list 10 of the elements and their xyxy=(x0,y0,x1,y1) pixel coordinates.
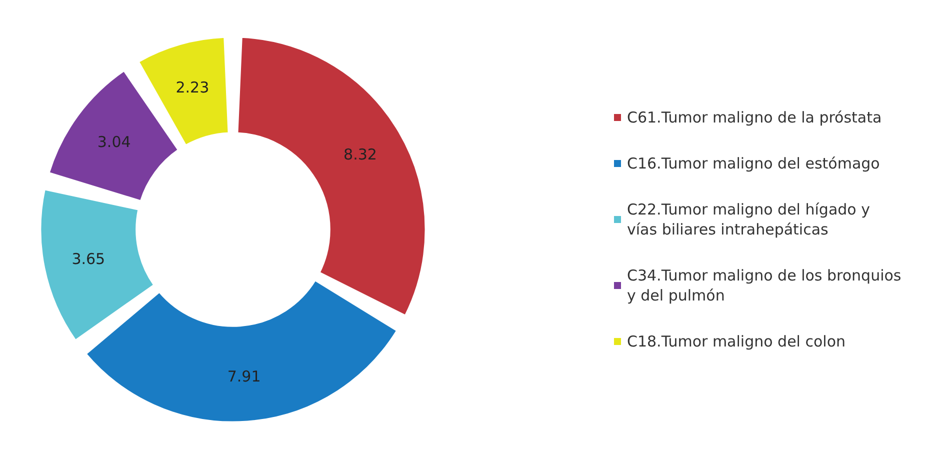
data-label: 3.65 xyxy=(72,250,106,268)
legend-label: C34.Tumor maligno de los bronquios y del pulmón xyxy=(627,266,906,304)
data-label: 3.04 xyxy=(97,133,131,152)
legend-label: C22.Tumor maligno del hígado y vías biliares intrahepáticas xyxy=(627,200,880,238)
legend-label: C61.Tumor maligno de la próstata xyxy=(627,108,882,126)
data-label: 7.91 xyxy=(227,368,261,386)
data-label: 2.23 xyxy=(176,78,210,97)
data-label: 8.32 xyxy=(344,146,377,164)
legend-label: C16.Tumor maligno del estómago xyxy=(627,154,880,172)
legend-label: C18.Tumor maligno del colon xyxy=(627,332,846,350)
